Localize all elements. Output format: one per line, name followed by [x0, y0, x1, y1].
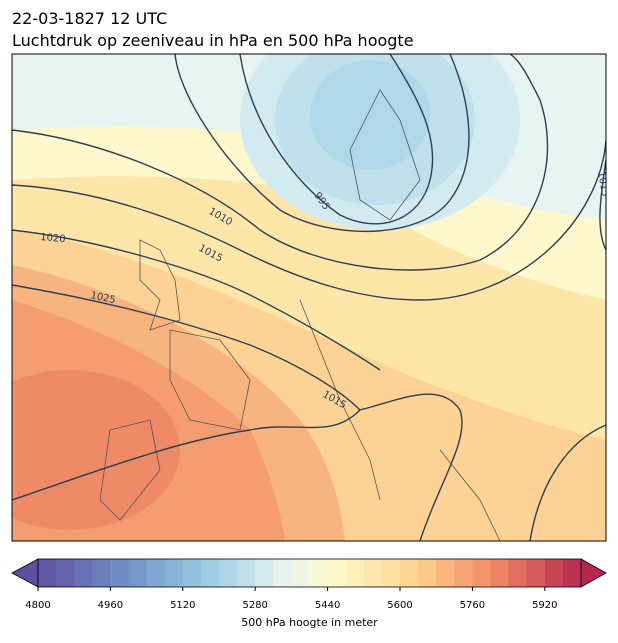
colorbar-tick-label: 4800 [25, 600, 50, 611]
colorbar-segment [110, 559, 129, 587]
colorbar-segment [128, 559, 148, 587]
contour-label: 1020 [40, 232, 66, 245]
colorbar-tick-label: 5600 [387, 600, 412, 611]
colorbar-segment [38, 559, 57, 587]
colorbar-tick-label: 5760 [460, 600, 485, 611]
colorbar: 4800 4960 5120 5280 5440 5600 5760 5920 500 hPa … [11, 558, 607, 629]
map: 995 1010 1015 1020 1025 1015 1015 [12, 54, 610, 541]
colorbar-segment [164, 559, 184, 587]
contour-label: 1015 [595, 171, 610, 198]
colorbar-segment [219, 559, 238, 587]
colorbar-segment [56, 559, 75, 587]
colorbar-extend [11, 558, 39, 588]
colorbar-segment [418, 559, 437, 587]
map-frame [11, 53, 607, 542]
colorbar-tick-label: 5120 [170, 600, 195, 611]
colorbar-segment [345, 559, 365, 587]
colorbar-segment [291, 559, 310, 587]
colorbar-segment [92, 559, 111, 587]
colorbar-frame [37, 558, 582, 588]
colorbar-segment [200, 559, 220, 587]
colorbar-segment [490, 559, 510, 587]
colorbar-segment [363, 559, 383, 587]
title: Luchtdruk op zeeniveau in hPa en 500 hPa… [12, 31, 414, 50]
colorbar-label: 500 hPa hoogte in meter [241, 616, 378, 629]
colorbar-segment [400, 559, 419, 587]
colorbar-segment [74, 559, 93, 587]
colorbar-segment [562, 559, 582, 587]
colorbar-segment [255, 559, 274, 587]
colorbar-extend [580, 558, 607, 588]
colorbar-segment [381, 559, 401, 587]
contour-label: 1025 [89, 290, 116, 306]
colorbar-segment [436, 559, 455, 587]
colorbar-segment [327, 559, 347, 587]
colorbar-segment [309, 559, 329, 587]
colorbar-segment [454, 559, 473, 587]
colorbar-segment [508, 559, 528, 587]
colorbar-tick-label: 5440 [315, 600, 340, 611]
colorbar-segment [182, 559, 202, 587]
colorbar-tick-label: 5280 [242, 600, 267, 611]
colorbar-segment [526, 559, 546, 587]
colorbar-segment [237, 559, 256, 587]
colorbar-tick-label: 4960 [98, 600, 123, 611]
colorbar-segment [146, 559, 166, 587]
colorbar-segment [273, 559, 292, 587]
colorbar-segment [472, 559, 491, 587]
colorbar-tick-label: 5920 [532, 600, 557, 611]
time: 22-03-1827 12 UTC [12, 9, 167, 28]
colorbar-segment [544, 559, 564, 587]
